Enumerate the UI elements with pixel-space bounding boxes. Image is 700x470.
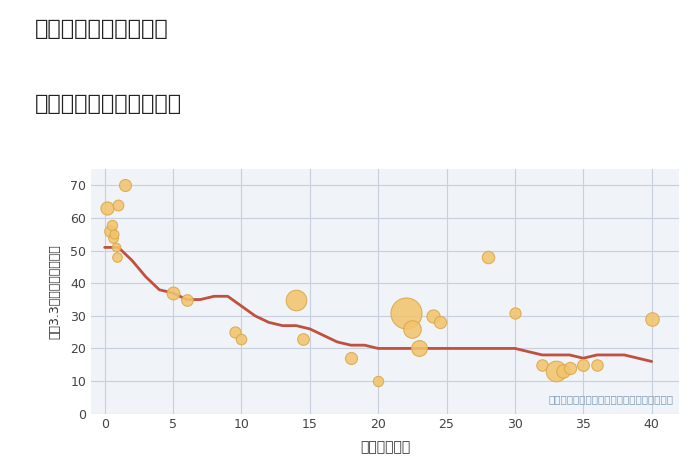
Point bbox=[564, 364, 575, 372]
Point bbox=[592, 361, 603, 368]
Point bbox=[104, 227, 116, 235]
Text: 築年数別中古戸建て価格: 築年数別中古戸建て価格 bbox=[35, 94, 182, 114]
Point bbox=[106, 221, 117, 228]
Point bbox=[345, 354, 356, 362]
Point bbox=[557, 368, 568, 375]
Point bbox=[290, 296, 302, 303]
X-axis label: 築年数（年）: 築年数（年） bbox=[360, 440, 410, 454]
Text: 岐阜県関市四季ノ台の: 岐阜県関市四季ノ台の bbox=[35, 19, 169, 39]
Point bbox=[181, 296, 193, 303]
Point bbox=[510, 309, 521, 316]
Point bbox=[236, 335, 247, 343]
Point bbox=[427, 312, 438, 320]
Point bbox=[550, 368, 561, 375]
Point bbox=[372, 377, 384, 385]
Point bbox=[537, 361, 548, 368]
Point bbox=[107, 234, 118, 242]
Point bbox=[400, 309, 411, 316]
Point bbox=[110, 243, 121, 251]
Point bbox=[578, 361, 589, 368]
Point bbox=[108, 231, 120, 238]
Point bbox=[482, 253, 493, 261]
Point bbox=[120, 182, 131, 189]
Point bbox=[229, 329, 240, 336]
Point bbox=[298, 335, 309, 343]
Point bbox=[414, 345, 425, 352]
Point bbox=[102, 204, 113, 212]
Point bbox=[167, 289, 178, 297]
Point bbox=[646, 315, 657, 323]
Text: 円の大きさは、取引のあった物件面積を示す: 円の大きさは、取引のあった物件面積を示す bbox=[548, 394, 673, 404]
Point bbox=[113, 201, 124, 209]
Point bbox=[434, 319, 445, 326]
Y-axis label: 坪（3.3㎡）単価（万円）: 坪（3.3㎡）単価（万円） bbox=[49, 244, 62, 339]
Point bbox=[407, 325, 418, 333]
Point bbox=[111, 253, 122, 261]
